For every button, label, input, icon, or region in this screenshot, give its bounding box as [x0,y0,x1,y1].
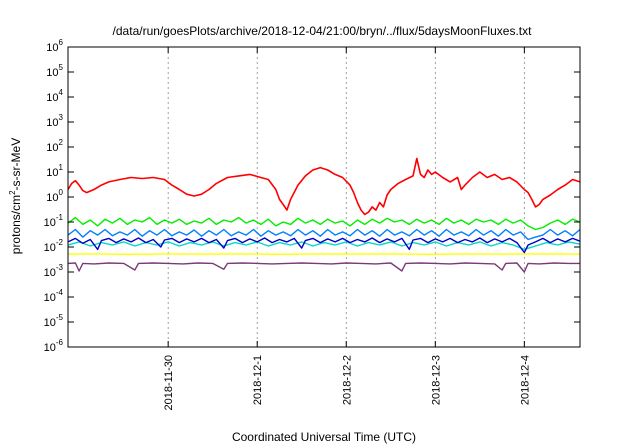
series-line-5 [67,237,581,254]
y-tick-label: 10-4 [44,288,64,304]
x-axis-label: Coordinated Universal Time (UTC) [232,430,416,444]
y-axis-label: protons/cm2-s-sr-MeV [8,138,23,254]
y-tick-label: 10-1 [44,213,64,229]
y-tick-label: 104 [46,88,63,104]
y-tick-label: 102 [46,138,63,154]
series-line-1 [67,157,581,216]
y-tick-label: 105 [46,63,63,79]
y-tick-label: 10-6 [44,338,64,354]
series-line-7 [67,262,580,273]
series-line-4 [67,241,581,251]
series-line-2 [67,216,581,231]
y-tick-label: 10-5 [44,313,64,329]
x-axis: 2018-11-30 2018-12-1 2018-12-2 2018-12-3 201… [163,47,531,410]
x-tick-label: 2018-12-4 [519,355,531,405]
x-tick-label: 2018-12-3 [430,355,442,405]
y-tick-label: 10-3 [44,263,64,279]
x-tick-label: 2018-11-30 [163,355,175,410]
y-axis: 10-6 10-5 10-4 10-3 10-2 10-1 100 101 102 103 104 1… [44,38,580,354]
y-tick-label: 101 [46,163,63,179]
x-tick-label: 2018-12-1 [252,355,264,405]
y-tick-label: 106 [46,38,63,54]
plot-frame [67,46,581,348]
series-lines [67,157,581,273]
series-line-3 [67,228,581,241]
x-tick-label: 2018-12-2 [341,355,353,405]
grid-lines [167,47,525,347]
chart-title: /data/run/goesPlots/archive/2018-12-04/2… [113,24,533,38]
y-tick-label: 103 [46,113,63,129]
y-tick-label: 100 [46,188,63,204]
y-tick-label: 10-2 [44,238,64,254]
